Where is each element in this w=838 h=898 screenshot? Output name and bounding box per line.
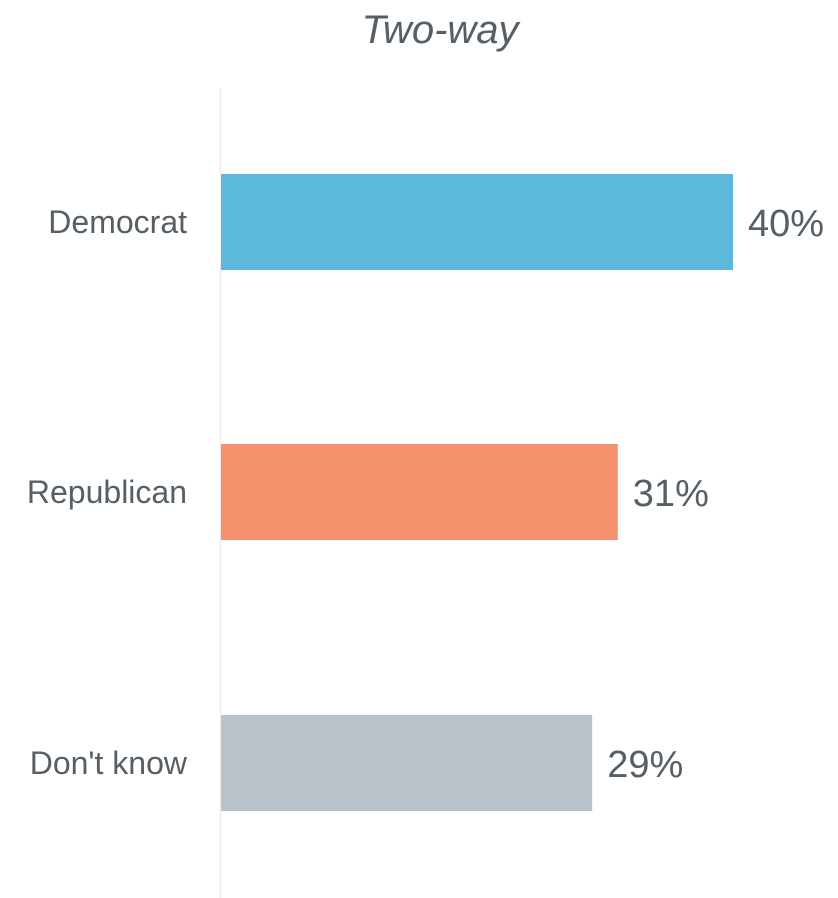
category-label: Don't know (30, 745, 188, 781)
value-label: 40% (748, 203, 824, 245)
category-label: Democrat (48, 204, 187, 240)
bar (221, 715, 593, 811)
chart-title: Two-way (361, 8, 519, 52)
bar (221, 174, 733, 270)
bars-group: Democrat 40% Republican 31% Don't know 29% (27, 174, 824, 811)
value-label: 29% (607, 744, 683, 786)
bar (221, 444, 618, 540)
category-label: Republican (27, 474, 187, 510)
value-label: 31% (633, 473, 709, 515)
